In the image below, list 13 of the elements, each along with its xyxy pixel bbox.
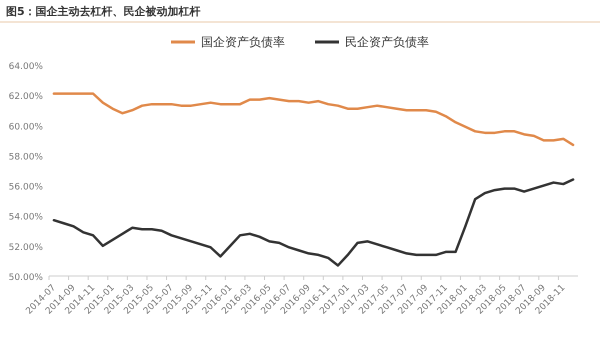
y-tick-label: 54.00% [8, 212, 44, 223]
line-series [52, 92, 574, 146]
y-tick-label: 58.00% [8, 152, 44, 162]
line-series [52, 178, 574, 267]
y-tick-label: 56.00% [8, 182, 44, 193]
y-tick-label: 52.00% [8, 242, 44, 253]
y-tick-label: 60.00% [8, 122, 44, 132]
legend-label: 民企资产负债率 [345, 35, 429, 49]
chart-title: 图5：国企主动去杠杆、民企被动加杠杆 [6, 5, 201, 18]
y-tick-label: 64.00% [8, 62, 44, 72]
legend-label: 国企资产负债率 [201, 35, 285, 49]
y-tick-label: 62.00% [8, 92, 44, 102]
y-tick-label: 50.00% [8, 273, 44, 283]
